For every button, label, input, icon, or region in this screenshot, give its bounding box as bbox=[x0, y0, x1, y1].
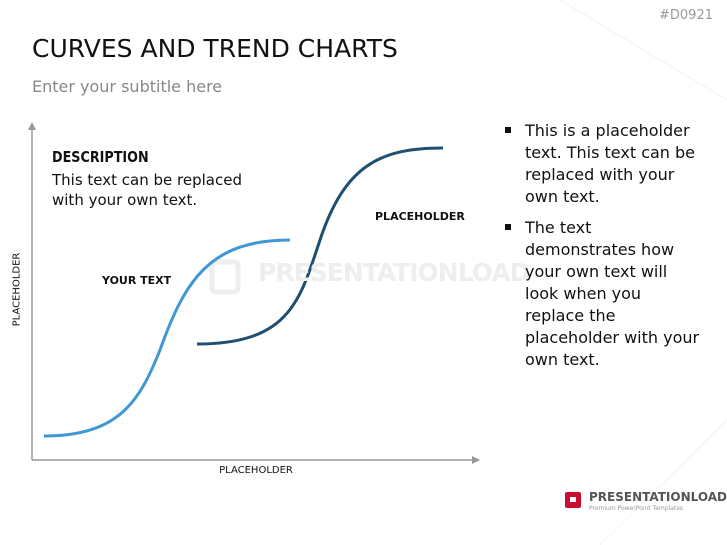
curve-2 bbox=[196, 146, 444, 346]
watermark-icon bbox=[209, 259, 241, 295]
bullet: The text demonstrates how your own text … bbox=[505, 217, 705, 371]
x-arrow bbox=[472, 456, 480, 464]
slide-code: #D0921 bbox=[659, 8, 713, 23]
subtitle: Enter your subtitle here bbox=[32, 77, 223, 96]
logo-tagline: Premium PowerPoint Templates bbox=[589, 505, 684, 512]
decor-line bbox=[559, 0, 727, 101]
description-text: This text can be replaced with your own … bbox=[52, 171, 242, 209]
y-arrow bbox=[28, 122, 36, 130]
decor-line bbox=[599, 419, 727, 545]
y-axis-label: PLACEHOLDER bbox=[11, 252, 23, 327]
watermark: PRESENTATIONLOAD bbox=[258, 258, 530, 287]
curve-label: PLACEHOLDER bbox=[375, 210, 465, 223]
logo-icon-inner bbox=[570, 497, 576, 502]
bullet: This is a placeholder text. This text ca… bbox=[505, 120, 705, 208]
description-title: DESCRIPTION bbox=[52, 148, 149, 166]
curve-1 bbox=[43, 238, 291, 438]
x-axis-label: PLACEHOLDER bbox=[219, 465, 293, 476]
bullet-list: This is a placeholder text. This text ca… bbox=[505, 120, 705, 380]
curve-label: YOUR TEXT bbox=[102, 274, 172, 287]
logo-name: PRESENTATIONLOAD bbox=[589, 490, 727, 504]
title: CURVES AND TREND CHARTS bbox=[32, 34, 398, 63]
